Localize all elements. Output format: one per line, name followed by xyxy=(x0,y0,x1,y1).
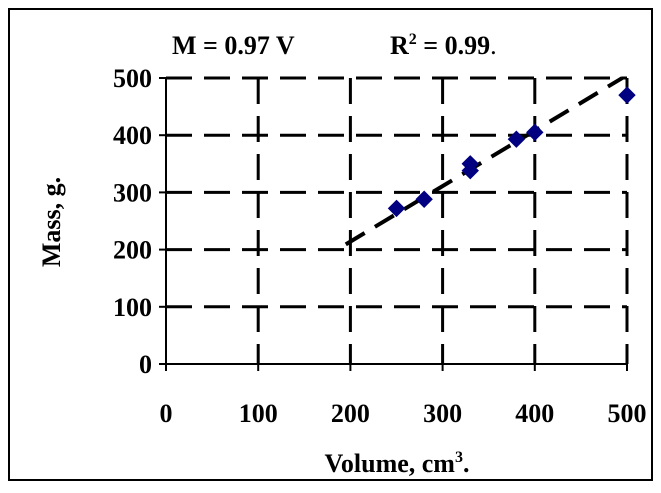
x-tick-label-300: 300 xyxy=(423,399,462,428)
data-point-5 xyxy=(526,123,544,142)
r-squared-value: = 0.99 xyxy=(417,31,490,60)
x-axis-label-text: Volume, cm xyxy=(325,449,456,478)
x-tick-label-0: 0 xyxy=(160,399,173,428)
chart-border xyxy=(8,8,653,481)
y-tick-label-100: 100 xyxy=(113,293,152,322)
y-tick-label-400: 400 xyxy=(113,121,152,150)
x-tick-label-100: 100 xyxy=(239,399,278,428)
data-point-3 xyxy=(461,155,479,173)
x-axis-label-suffix: . xyxy=(463,449,470,478)
tick-label-layer: 0 100 200 300 400 500 0 100 200 300 400 500 xyxy=(113,64,647,428)
r-squared-period: . xyxy=(490,31,497,60)
y-tick-label-500: 500 xyxy=(113,64,152,93)
data-point-0 xyxy=(387,199,406,218)
grid-layer xyxy=(166,76,629,364)
x-tick-label-400: 400 xyxy=(515,399,554,428)
points-layer xyxy=(387,86,636,218)
trend-layer xyxy=(344,76,624,247)
r-squared-annotation: R2 = 0.99. xyxy=(390,31,497,60)
axes-layer xyxy=(159,77,628,371)
data-point-1 xyxy=(415,190,433,208)
y-tick-label-300: 300 xyxy=(113,178,152,207)
x-tick-label-500: 500 xyxy=(608,399,647,428)
x-tick-label-200: 200 xyxy=(331,399,370,428)
equation-annotation: M = 0.97 V xyxy=(172,31,295,60)
data-point-6 xyxy=(618,86,636,104)
x-axis-label-superscript: 3 xyxy=(455,449,463,466)
y-axis-label: Mass, g. xyxy=(37,177,66,267)
r-squared-prefix: R xyxy=(390,31,409,60)
y-tick-label-200: 200 xyxy=(113,236,152,265)
y-tick-label-0: 0 xyxy=(139,350,152,379)
x-axis-label: Volume, cm3. xyxy=(325,449,470,478)
trendline xyxy=(344,76,624,247)
r-squared-exponent: 2 xyxy=(409,31,417,48)
data-point-4 xyxy=(507,130,526,148)
